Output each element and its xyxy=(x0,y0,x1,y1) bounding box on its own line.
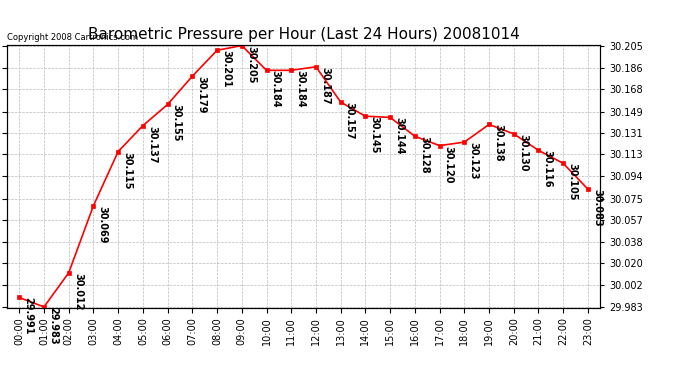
Text: 30.201: 30.201 xyxy=(221,50,231,88)
Text: 30.115: 30.115 xyxy=(122,152,132,189)
Text: 30.128: 30.128 xyxy=(419,136,429,174)
Text: 29.991: 29.991 xyxy=(23,297,33,335)
Text: 30.130: 30.130 xyxy=(518,134,528,171)
Text: 30.187: 30.187 xyxy=(320,67,330,104)
Title: Barometric Pressure per Hour (Last 24 Hours) 20081014: Barometric Pressure per Hour (Last 24 Ho… xyxy=(88,27,520,42)
Text: 30.116: 30.116 xyxy=(542,150,553,188)
Text: 30.179: 30.179 xyxy=(197,76,206,114)
Text: 30.123: 30.123 xyxy=(469,142,478,180)
Text: 30.205: 30.205 xyxy=(246,46,256,83)
Text: 30.145: 30.145 xyxy=(370,116,380,154)
Text: 30.012: 30.012 xyxy=(73,273,83,310)
Text: 30.184: 30.184 xyxy=(295,70,306,108)
Text: 30.138: 30.138 xyxy=(493,124,503,162)
Text: 30.105: 30.105 xyxy=(567,163,578,201)
Text: 30.155: 30.155 xyxy=(172,105,181,142)
Text: 30.144: 30.144 xyxy=(394,117,404,155)
Text: 30.069: 30.069 xyxy=(97,206,108,243)
Text: 29.983: 29.983 xyxy=(48,307,58,345)
Text: 30.120: 30.120 xyxy=(444,146,454,183)
Text: 30.184: 30.184 xyxy=(270,70,281,108)
Text: 30.083: 30.083 xyxy=(592,189,602,227)
Text: 30.157: 30.157 xyxy=(345,102,355,140)
Text: 30.137: 30.137 xyxy=(147,126,157,163)
Text: Copyright 2008 Cartronics.com: Copyright 2008 Cartronics.com xyxy=(7,33,138,42)
